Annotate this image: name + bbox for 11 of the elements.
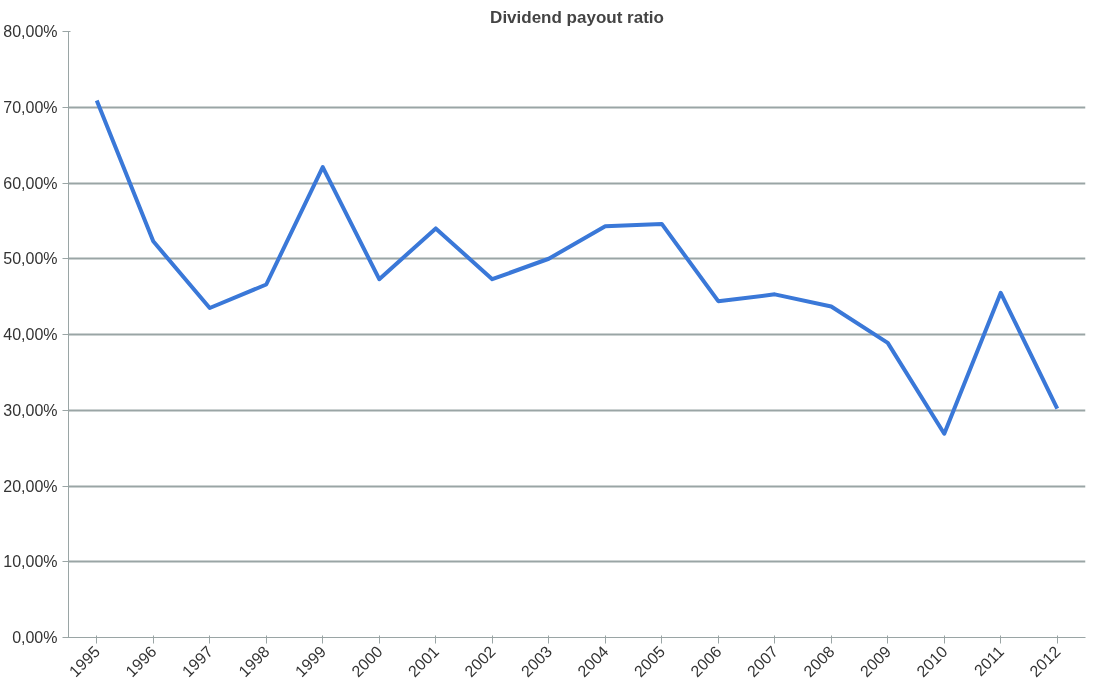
line-series — [94, 98, 1060, 436]
chart-title: Dividend payout ratio — [490, 7, 664, 27]
y-tick-label: 10,00% — [3, 553, 58, 571]
y-tick-label: 70,00% — [3, 98, 58, 116]
y-tick-label: 80,00% — [3, 23, 58, 40]
y-tick-label: 40,00% — [3, 326, 58, 343]
y-tick-label: 20,00% — [3, 477, 58, 495]
y-tick-label: 50,00% — [3, 250, 58, 268]
y-tick-label: 60,00% — [3, 174, 58, 192]
y-tick-label: 30,00% — [3, 401, 58, 419]
y-tick-label: 0,00% — [12, 629, 58, 646]
